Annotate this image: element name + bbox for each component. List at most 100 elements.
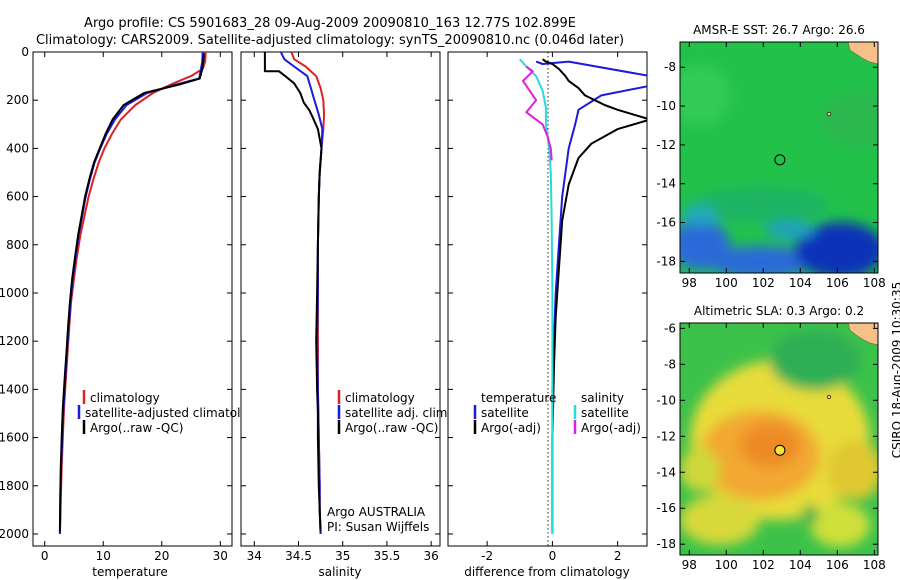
sla-map-frame: [679, 322, 879, 556]
x-tick-label: 20: [154, 549, 169, 563]
map-y-tick-label: -16: [656, 216, 676, 230]
legend-label-climatology: climatology: [90, 391, 160, 405]
salinity-ticks: 34 34.5 35 35.5 36: [241, 51, 440, 563]
y-tick-label: 600: [6, 190, 29, 204]
y-tick-label: 1600: [0, 431, 29, 445]
map-x-tick-label: 102: [752, 276, 775, 290]
x-tick-label: 10: [96, 549, 111, 563]
temperature-panel: 0 10 20 30 0 200 400 600 800 1000 1200 1400 1600 1800…: [0, 45, 263, 579]
salinity-axes-frame: [240, 51, 441, 547]
legend-label-temp-argo: Argo(-adj): [481, 421, 541, 435]
principal-investigator-annotation: PI: Susan Wijffels: [327, 520, 429, 534]
temperature-legend: climatology satellite-adjusted climatolo…: [77, 390, 263, 435]
map-y-tick-label: -12: [656, 429, 676, 443]
map-x-tick-label: 108: [863, 558, 886, 572]
map-x-tick-label: 104: [789, 276, 812, 290]
island-marker: [826, 394, 832, 400]
difference-legend: temperature satellite Argo(-adj) salinit…: [473, 391, 641, 435]
side-label: CSIRO 18-Aug-2009 10:30:35: [890, 282, 900, 458]
map-y-tick-label: -18: [656, 537, 676, 551]
map-y-tick-label: -14: [656, 465, 676, 479]
x-tick-label: 34.5: [285, 549, 312, 563]
series-line-temperature-argo-adj: [542, 58, 647, 532]
map-x-tick-label: 106: [826, 276, 849, 290]
map-y-tick-label: -10: [656, 393, 676, 407]
temperature-axes-frame: [32, 51, 233, 547]
y-tick-label: 800: [6, 238, 29, 252]
difference-ticks: -2 0 2: [448, 51, 647, 563]
map-y-tick-label: -8: [664, 60, 676, 74]
x-tick-label: 0: [41, 549, 49, 563]
y-tick-label: 1400: [0, 382, 29, 396]
y-tick-label: 2000: [0, 527, 29, 541]
map-x-tick-label: 98: [682, 558, 697, 572]
sst-map-frame: [679, 41, 879, 274]
map-x-tick-label: 102: [752, 558, 775, 572]
y-tick-label: 1800: [0, 479, 29, 493]
salinity-panel: 34 34.5 35 35.5 36 salinity climatology sate…: [240, 51, 451, 579]
legend-title-salinity: salinity: [581, 391, 624, 405]
sst-map-title: AMSR-E SST: 26.7 Argo: 26.6: [693, 23, 865, 37]
legend-label-climatology: climatology: [345, 391, 415, 405]
map-x-tick-label: 100: [715, 276, 738, 290]
series-line-argo-raw-qc: [58, 53, 205, 532]
argo-location-marker: [774, 154, 786, 166]
figure-title-line1: Argo profile: CS 5901683_28 09-Aug-2009 …: [84, 16, 576, 31]
map-y-tick-label: -10: [656, 99, 676, 113]
coastline-land: [847, 323, 878, 346]
map-y-tick-label: -16: [656, 501, 676, 515]
map-y-tick-label: -6: [664, 321, 676, 335]
x-tick-label: 0: [549, 549, 557, 563]
legend-label-temp-satellite: satellite: [481, 406, 529, 420]
legend-label-sal-satellite: satellite: [581, 406, 629, 420]
map-x-tick-label: 106: [826, 558, 849, 572]
difference-xlabel: difference from climatology: [464, 565, 630, 579]
x-tick-label: -2: [481, 549, 493, 563]
legend-label-satellite-adj: satellite adj. clim.: [345, 406, 451, 420]
legend-label-argo: Argo(..raw -QC): [345, 421, 438, 435]
coastline-land: [847, 42, 878, 65]
sla-field: [680, 323, 878, 555]
map-y-tick-label: -18: [656, 254, 676, 268]
sla-map-title: Altimetric SLA: 0.3 Argo: 0.2: [694, 304, 864, 318]
y-tick-label: 1000: [0, 286, 29, 300]
temperature-series-lines: [58, 52, 207, 535]
y-tick-label: 400: [6, 141, 29, 155]
legend-label-satellite-adjusted: satellite-adjusted climatology: [85, 406, 263, 420]
difference-panel: -2 0 2 difference from climatology tempera…: [447, 51, 648, 579]
map-y-tick-label: -14: [656, 177, 676, 191]
sst-map-panel: AMSR-E SST: 26.7 Argo: 26.6 98 100 102 104 1…: [656, 23, 886, 290]
salinity-series-lines: [263, 52, 326, 535]
difference-axes-frame: [447, 51, 648, 547]
island-marker: [826, 111, 832, 117]
figure-title-line2: Climatology: CARS2009. Satellite-adjuste…: [36, 33, 624, 48]
legend-label-argo: Argo(..raw -QC): [90, 421, 183, 435]
x-tick-label: 35: [335, 549, 350, 563]
salinity-xlabel: salinity: [318, 565, 361, 579]
sst-map-ticks: 98 100 102 104 106 108 -8 -10 -12 -14 -16 -18: [656, 42, 886, 290]
x-tick-label: 34: [247, 549, 262, 563]
sla-map-ticks: 98 100 102 104 106 108 -6 -8 -10 -12 -14 -16 -18: [656, 321, 885, 572]
legend-title-temperature: temperature: [481, 391, 556, 405]
temperature-ticks: 0 10 20 30 0 200 400 600 800 1000 1200 1400 1600 1800…: [0, 45, 232, 563]
map-y-tick-label: -12: [656, 138, 676, 152]
series-line-argo-raw-qc: [263, 52, 323, 532]
map-x-tick-label: 104: [789, 558, 812, 572]
x-tick-label: 2: [614, 549, 622, 563]
x-tick-label: 30: [213, 549, 228, 563]
y-tick-label: 1200: [0, 334, 29, 348]
x-tick-label: 36: [424, 549, 439, 563]
x-tick-label: 35.5: [374, 549, 401, 563]
sla-map-panel: Altimetric SLA: 0.3 Argo: 0.2 98 100 102 10…: [656, 304, 885, 572]
salinity-legend: climatology satellite adj. clim. Argo(..…: [337, 390, 451, 435]
map-x-tick-label: 100: [715, 558, 738, 572]
float-operator-annotation: Argo AUSTRALIA: [327, 505, 426, 519]
y-tick-label: 200: [6, 93, 29, 107]
y-tick-label: 0: [21, 45, 29, 59]
map-x-tick-label: 98: [682, 276, 697, 290]
legend-label-sal-argo: Argo(-adj): [581, 421, 641, 435]
map-y-tick-label: -8: [664, 357, 676, 371]
map-x-tick-label: 108: [863, 276, 886, 290]
series-line-salinity-argo-adj: [522, 65, 553, 161]
